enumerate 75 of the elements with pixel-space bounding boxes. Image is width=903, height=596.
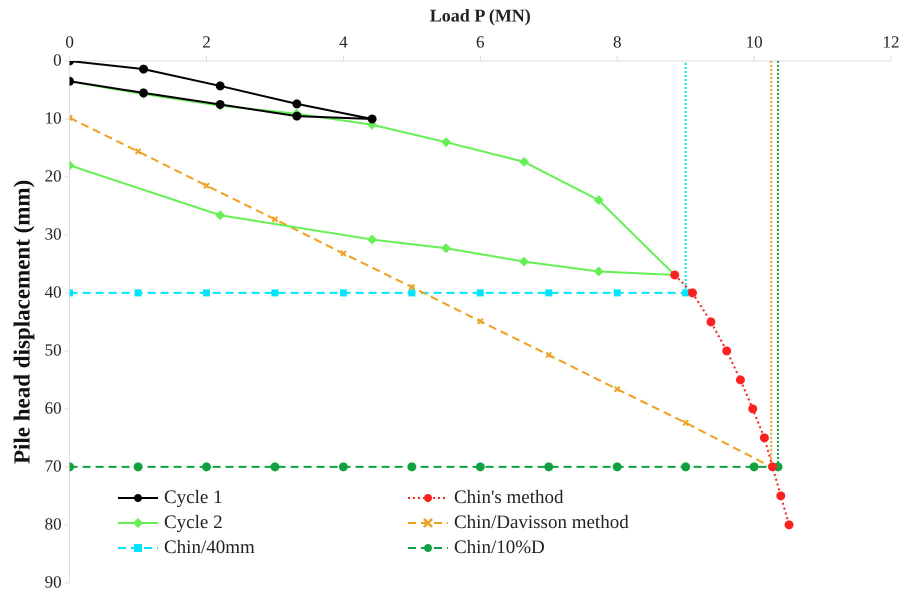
legend-label: Cycle 1: [164, 486, 223, 508]
point: [202, 462, 211, 472]
point: [442, 138, 451, 147]
x-tick-label: 6: [476, 32, 485, 52]
point: [476, 462, 485, 472]
point: [736, 375, 745, 384]
point: [722, 346, 732, 356]
y-tick-label: 70: [44, 456, 62, 476]
point: [368, 235, 377, 244]
point: [338, 462, 348, 472]
x-tick-label: 4: [339, 32, 348, 52]
point: [748, 404, 758, 414]
y-tick-label: 90: [44, 572, 62, 592]
point: [292, 99, 302, 108]
legend-label: Cycle 2: [164, 512, 223, 534]
point: [442, 244, 451, 253]
point: [760, 433, 769, 442]
point: [271, 216, 278, 223]
point: [594, 266, 604, 276]
point: [594, 196, 604, 205]
point: [476, 289, 484, 296]
x-tick-label: 0: [65, 32, 74, 52]
point: [784, 520, 794, 530]
y-tick-label: 40: [44, 282, 62, 302]
x-tick-label: 12: [882, 32, 900, 52]
point: [750, 462, 759, 472]
point: [139, 64, 148, 74]
legend-label: Chin's method: [454, 486, 564, 508]
y-tick-label: 80: [44, 514, 62, 534]
x-tick-label: 10: [746, 32, 763, 52]
x-tick-label: 2: [202, 32, 211, 52]
point: [203, 182, 210, 190]
point: [682, 289, 690, 296]
y-tick-label: 10: [44, 108, 62, 128]
point: [134, 148, 142, 155]
point: [545, 289, 552, 296]
point: [682, 419, 690, 426]
point: [520, 257, 529, 266]
point: [216, 210, 225, 220]
point: [203, 289, 210, 296]
point: [612, 462, 622, 472]
point: [614, 289, 621, 296]
y-tick-label: 0: [53, 50, 62, 70]
point: [681, 462, 690, 472]
point: [340, 289, 347, 296]
y-axis-title: Pile head displacement (mm): [10, 180, 35, 464]
point: [544, 462, 554, 472]
point: [614, 386, 621, 393]
point: [545, 351, 552, 358]
y-tick-label: 20: [44, 166, 62, 186]
y-tick-label: 60: [44, 398, 62, 418]
point: [688, 288, 697, 298]
point: [407, 462, 416, 472]
point: [408, 289, 416, 296]
legend-label: Chin/10%D: [454, 536, 545, 558]
legend-label: Chin/40mm: [164, 536, 255, 558]
y-tick-label: 50: [44, 340, 62, 360]
point: [216, 81, 225, 90]
point: [292, 112, 302, 121]
point: [340, 250, 347, 257]
legend-label: Chin/Davisson method: [454, 512, 629, 534]
x-tick-label: 8: [612, 32, 622, 52]
y-tick-label: 30: [44, 224, 62, 244]
point: [134, 462, 143, 472]
point: [768, 462, 778, 472]
point: [706, 317, 716, 326]
point: [368, 114, 377, 124]
point: [476, 318, 484, 325]
point: [520, 157, 529, 166]
x-axis-title: Load P (MN): [430, 5, 531, 26]
point: [134, 289, 142, 296]
point: [270, 462, 280, 472]
point: [776, 491, 786, 500]
point: [271, 289, 278, 296]
point: [408, 284, 416, 291]
